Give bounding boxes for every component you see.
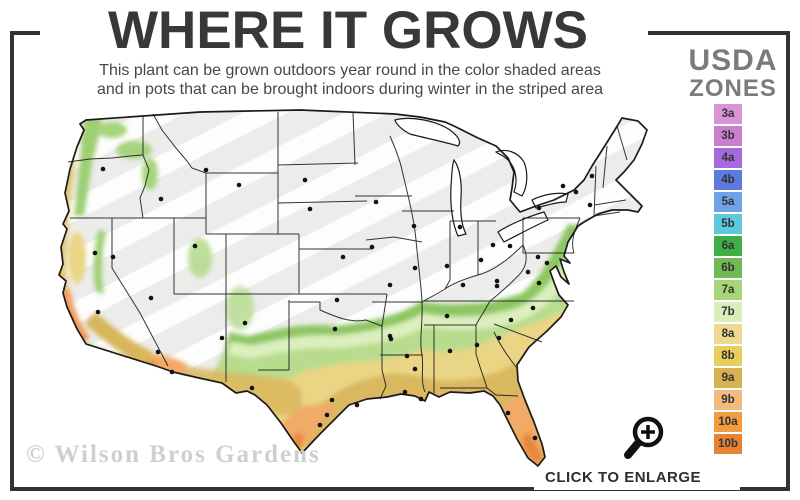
legend-zone-5a: 5a [714, 192, 742, 212]
magnifier-plus-icon[interactable] [620, 410, 672, 471]
lake-michigan [450, 158, 467, 237]
zone-orange-florida-tip [522, 432, 543, 465]
legend-zone-8b: 8b [714, 346, 742, 366]
lake-huron [494, 149, 528, 197]
legend-zone-6b: 6b [714, 258, 742, 278]
city-dots [92, 166, 595, 441]
legend-zone-list: 3a 3b 4a 4b 5a 5b 6a 6b 7a 7b 8a 8b 9a 9b 10a 10b [714, 104, 742, 456]
zone-orange-texas-tip [292, 432, 304, 453]
zone-green-sierra [93, 230, 106, 294]
legend-zone-4b: 4b [714, 170, 742, 190]
lake-superior [394, 117, 461, 147]
usda-zone-map[interactable] [50, 108, 675, 485]
usda-zone-map-svg [58, 109, 648, 467]
zone-green-utah [188, 238, 212, 278]
subtitle-line-2: and in pots that can be brought indoors … [96, 81, 604, 98]
zone-green-new-mexico [226, 286, 254, 330]
frame-top-gap [40, 28, 648, 39]
legend-zone-3b: 3b [714, 126, 742, 146]
legend-zone-10a: 10a [714, 412, 742, 432]
legend-zone-5b: 5b [714, 214, 742, 234]
zone-gold-socal-inland [84, 312, 154, 368]
legend-zone-9a: 9a [714, 368, 742, 388]
frame-bottom-gap [534, 478, 740, 490]
legend-zone-9b: 9b [714, 390, 742, 410]
legend-zone-3a: 3a [714, 104, 742, 124]
subtitle-line-1: This plant can be grown outdoors year ro… [99, 62, 601, 79]
subtitle: This plant can be grown outdoors year ro… [55, 61, 645, 99]
legend-zone-4a: 4a [714, 148, 742, 168]
legend-zone-7a: 7a [714, 280, 742, 300]
legend-zone-7b: 7b [714, 302, 742, 322]
legend-zone-10b: 10b [714, 434, 742, 454]
zone-green-east-washington [97, 122, 127, 138]
legend-title-line-1: USDA [688, 44, 778, 77]
zone-green-inland-northwest [116, 141, 152, 159]
click-to-enlarge-label[interactable]: CLICK TO ENLARGE [545, 469, 702, 486]
legend-title-line-2: ZONES [689, 75, 777, 102]
zone-green-northwest-coast [74, 116, 102, 216]
legend-zone-6a: 6a [714, 236, 742, 256]
great-lakes [394, 117, 569, 243]
legend-zone-8a: 8a [714, 324, 742, 344]
watermark: © Wilson Bros Gardens [26, 441, 321, 468]
legend-title: USDA ZONES [683, 46, 783, 102]
state-borders [67, 111, 628, 400]
page-title: WHERE IT GROWS [108, 1, 588, 60]
zone-green-idaho [142, 158, 158, 190]
zone-yellow-central-valley [68, 232, 86, 284]
